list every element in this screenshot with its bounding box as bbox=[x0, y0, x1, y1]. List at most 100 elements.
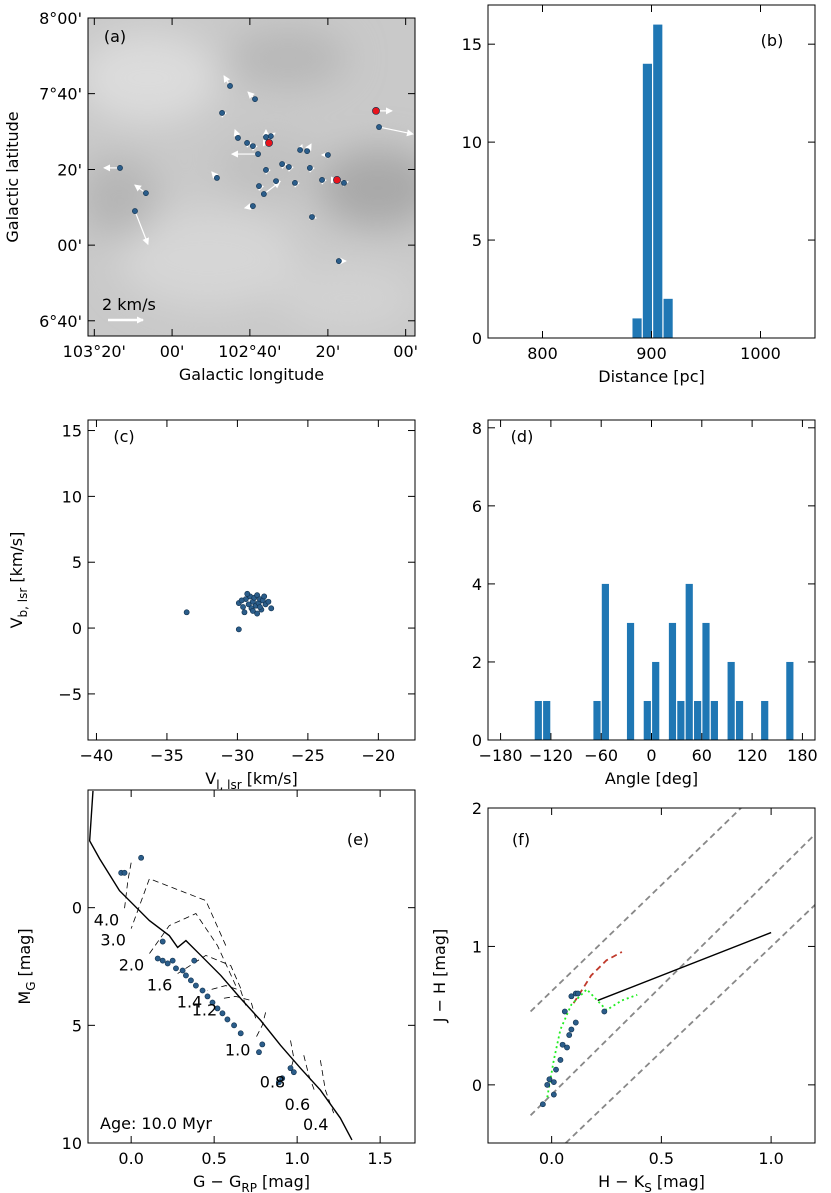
point bbox=[159, 938, 166, 945]
x-tick-label: −60 bbox=[584, 746, 618, 765]
point bbox=[566, 1032, 573, 1038]
point bbox=[259, 1041, 266, 1048]
point bbox=[539, 1101, 546, 1108]
x-tick-label: 1.0 bbox=[758, 1149, 783, 1168]
label-main: G − G bbox=[193, 1172, 241, 1191]
curve bbox=[572, 951, 623, 1004]
point bbox=[224, 1016, 231, 1023]
x-tick-label: 1.5 bbox=[367, 1149, 392, 1168]
point bbox=[240, 604, 246, 610]
hist-bar bbox=[735, 700, 744, 740]
plot-area bbox=[103, 75, 414, 265]
y-tick-label: 0 bbox=[472, 329, 482, 348]
star-point bbox=[235, 135, 241, 141]
point bbox=[231, 1022, 237, 1029]
y-tick-label: 5 bbox=[72, 553, 82, 572]
star-point bbox=[309, 214, 315, 220]
y-tick-label: 5 bbox=[472, 231, 482, 250]
panel: 800 900 1000 0 5 10 15 (b) Distance [pc] bbox=[462, 4, 816, 386]
star-point bbox=[304, 148, 310, 155]
point bbox=[290, 1069, 297, 1076]
panel: 4.03.0 2.01.6 1.41.2 1.0 0.80.60.4 Age: 10.0 … bbox=[15, 789, 416, 1193]
axes-frame bbox=[487, 419, 816, 741]
panel-label: (e) bbox=[347, 830, 369, 849]
hist-bar bbox=[593, 700, 601, 740]
x-tick-label: −40 bbox=[80, 746, 114, 765]
y-tick-label: 8 bbox=[472, 419, 482, 438]
star-point bbox=[227, 83, 233, 89]
panel: −180 −120 −60 0 60 120 180 0 2 4 6 8 (d) Angle [deg] bbox=[472, 419, 818, 788]
star-point bbox=[265, 139, 273, 147]
track-label: 1.2 bbox=[192, 1001, 217, 1020]
map-background bbox=[88, 18, 415, 336]
axes-frame bbox=[87, 419, 416, 741]
axis-label: MG [mag] bbox=[15, 928, 38, 1004]
label-sub: G bbox=[24, 981, 38, 990]
point bbox=[235, 626, 242, 633]
label-main: H − K bbox=[598, 1172, 645, 1191]
hist-bar bbox=[601, 583, 609, 740]
curve bbox=[565, 904, 815, 1143]
velocity-arrow bbox=[378, 126, 414, 137]
star-point bbox=[273, 178, 279, 184]
star-point bbox=[372, 107, 380, 115]
axis-label: Galactic latitude bbox=[3, 111, 22, 242]
hist-bar bbox=[643, 700, 651, 740]
x-tick-label: 1.0 bbox=[284, 1149, 309, 1168]
y-tick-label: −5 bbox=[58, 685, 82, 704]
x-tick-label: 20' bbox=[315, 342, 340, 361]
panel-label: (f) bbox=[512, 830, 530, 849]
star-point bbox=[250, 203, 256, 209]
hist-bar bbox=[642, 63, 652, 338]
star-point bbox=[255, 151, 261, 157]
point bbox=[279, 1075, 286, 1082]
point bbox=[209, 999, 216, 1006]
x-tick-label: −30 bbox=[221, 746, 255, 765]
y-tick-label: 0 bbox=[472, 1076, 482, 1095]
y-tick-label: 6°40' bbox=[39, 312, 82, 331]
point bbox=[204, 993, 211, 1000]
star-point bbox=[297, 147, 303, 153]
point bbox=[169, 957, 176, 964]
track-label: 3.0 bbox=[100, 931, 125, 950]
curve bbox=[207, 985, 247, 1006]
label-main: M bbox=[15, 991, 34, 1005]
hist-bar bbox=[534, 700, 542, 740]
point bbox=[568, 993, 575, 1000]
star-point bbox=[244, 140, 250, 146]
point bbox=[237, 1030, 244, 1037]
y-tick-label: 10 bbox=[62, 1134, 82, 1153]
y-tick-label: 6 bbox=[472, 497, 482, 516]
track-label: 0.6 bbox=[285, 1095, 310, 1114]
panel-label: (b) bbox=[761, 31, 784, 50]
hist-bar bbox=[710, 700, 718, 740]
star-point bbox=[376, 124, 382, 130]
point bbox=[173, 965, 179, 972]
curve bbox=[529, 808, 742, 1013]
x-tick-label: −20 bbox=[361, 746, 395, 765]
point bbox=[164, 960, 171, 967]
y-tick-label: 10 bbox=[462, 133, 482, 152]
y-tick-label: 00' bbox=[57, 236, 82, 255]
star-point bbox=[306, 165, 313, 171]
point bbox=[154, 955, 161, 962]
point bbox=[256, 1049, 262, 1056]
label-unit: [km/s] bbox=[7, 532, 26, 583]
point bbox=[199, 987, 206, 994]
plot-area bbox=[529, 808, 815, 1143]
axis-label: G − GRP [mag] bbox=[193, 1172, 310, 1193]
star-point bbox=[250, 143, 256, 150]
star-point bbox=[341, 180, 347, 186]
y-tick-label: 7°40' bbox=[39, 85, 82, 104]
point bbox=[219, 1010, 226, 1017]
curve bbox=[149, 913, 237, 986]
hist-bar bbox=[626, 622, 635, 740]
x-tick-label: 102°40' bbox=[218, 342, 281, 361]
y-tick-label: 1 bbox=[472, 937, 482, 956]
star-point bbox=[256, 183, 262, 189]
star-point bbox=[132, 208, 138, 214]
star-point bbox=[279, 161, 285, 167]
point bbox=[250, 608, 256, 614]
x-tick-label: −180 bbox=[479, 746, 523, 765]
